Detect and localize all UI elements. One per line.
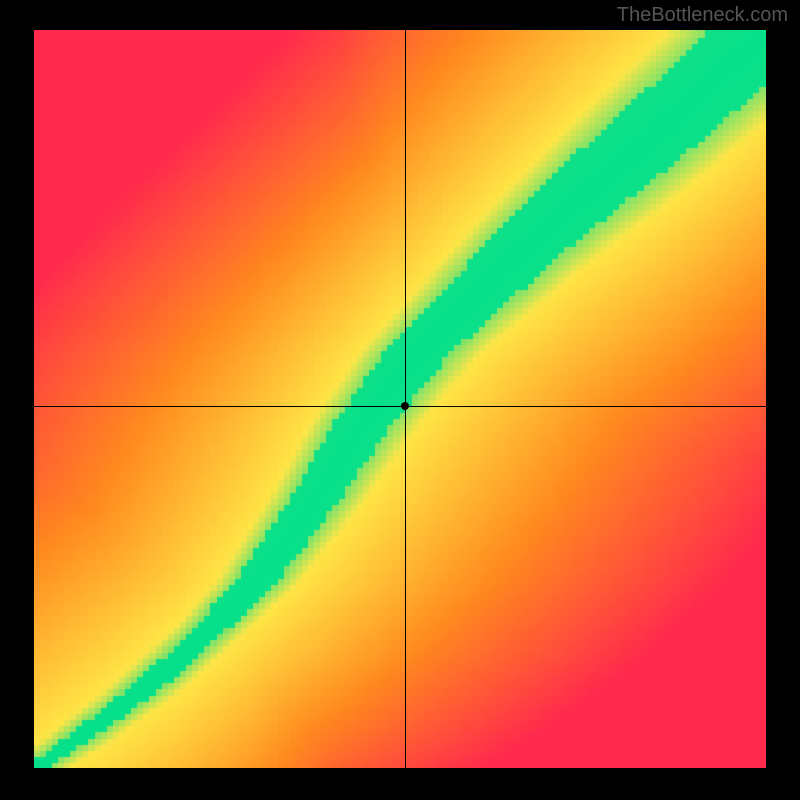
heatmap-plot-area [34, 30, 766, 768]
watermark-text: TheBottleneck.com [617, 4, 788, 27]
heatmap-canvas [34, 30, 766, 768]
crosshair-horizontal [34, 406, 766, 407]
crosshair-vertical [405, 30, 406, 768]
figure-container: TheBottleneck.com [0, 0, 800, 800]
